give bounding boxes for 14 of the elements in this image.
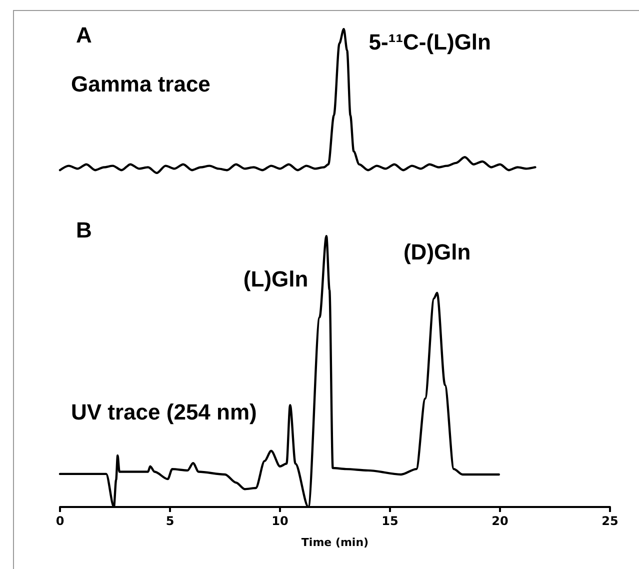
annotation: UV trace (254 nm) bbox=[71, 400, 257, 424]
x-tick-label: 5 bbox=[166, 514, 174, 528]
x-tick-label: 20 bbox=[492, 514, 508, 528]
chart-title: B bbox=[76, 218, 92, 242]
chart-title: A bbox=[76, 22, 92, 48]
x-tick-label: 25 bbox=[602, 514, 618, 528]
x-axis-title: Time (min) bbox=[301, 536, 369, 549]
annotation: (D)Gln bbox=[403, 239, 471, 264]
x-tick-label: 0 bbox=[56, 514, 64, 528]
annotation: Gamma trace bbox=[71, 72, 210, 96]
x-tick-label: 10 bbox=[272, 514, 288, 528]
annotation: (L)Gln bbox=[243, 266, 308, 292]
annotation: 5-¹¹C-(L)Gln bbox=[368, 30, 491, 54]
x-tick-label: 15 bbox=[382, 514, 398, 528]
